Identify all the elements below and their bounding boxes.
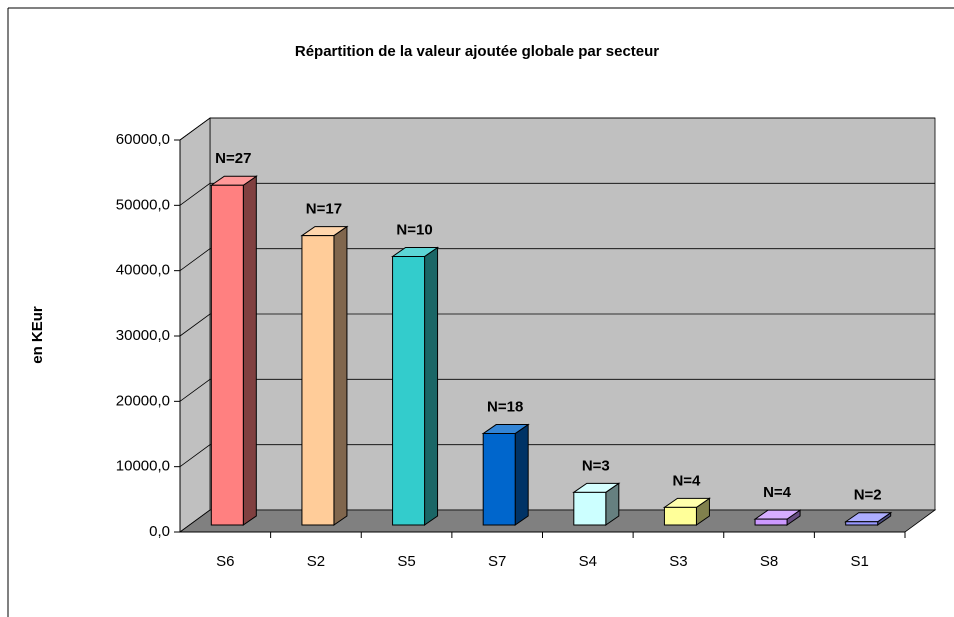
bar-front: [301, 235, 335, 526]
bar-front: [663, 506, 697, 526]
bar: [753, 509, 802, 526]
bar: [662, 497, 712, 526]
grid-line: [179, 182, 935, 206]
bar: [572, 482, 621, 526]
bar-front: [754, 518, 788, 526]
bar-annotation: N=10: [396, 221, 432, 238]
y-tick-label: 20000,0: [116, 392, 170, 409]
bar-annotation: N=2: [854, 487, 882, 504]
bar-annotation: N=17: [306, 201, 342, 218]
bar-side: [424, 246, 439, 526]
bar-front: [573, 491, 607, 526]
bar: [300, 225, 349, 526]
bar-annotation: N=18: [487, 399, 523, 416]
x-tick-label: S1: [851, 553, 869, 570]
y-tick-label: 40000,0: [116, 262, 170, 279]
bar-front: [482, 433, 516, 526]
y-tick-label: 10000,0: [116, 458, 170, 475]
bar: [390, 246, 440, 526]
y-axis-label: en KEur: [29, 306, 46, 364]
bar-front: [210, 184, 244, 526]
bar-side: [242, 175, 257, 526]
grid-line: [179, 378, 935, 402]
x-tick-label: S4: [579, 553, 597, 570]
bar: [844, 511, 893, 526]
x-tick-label: S2: [307, 553, 325, 570]
bar-annotation: N=27: [215, 150, 251, 167]
x-tick-label: S8: [760, 553, 778, 570]
grid-line: [179, 444, 935, 467]
bar-front: [392, 255, 426, 526]
chart-title: Répartition de la valeur ajoutée globale…: [295, 43, 659, 60]
y-tick-label: 60000,0: [116, 131, 170, 148]
grid-line: [179, 313, 935, 337]
bar-side: [514, 423, 529, 526]
y-tick-label: 30000,0: [116, 327, 170, 344]
grid-line: [179, 117, 935, 141]
x-tick-label: S5: [397, 553, 415, 570]
x-tick-label: S6: [216, 553, 234, 570]
bar-front: [845, 521, 879, 526]
y-tick-label: 0,0: [149, 523, 170, 540]
bar-annotation: N=3: [582, 457, 610, 474]
x-tick-label: S3: [669, 553, 687, 570]
grid-line: [179, 248, 935, 271]
bar: [209, 175, 258, 526]
bar-annotation: N=4: [763, 484, 792, 501]
bar: [481, 423, 530, 526]
floor: [178, 509, 937, 533]
x-tick-label: S7: [488, 553, 506, 570]
bar-side: [333, 225, 348, 526]
bar-annotation: N=4: [672, 472, 701, 489]
y-tick-label: 50000,0: [116, 196, 170, 213]
